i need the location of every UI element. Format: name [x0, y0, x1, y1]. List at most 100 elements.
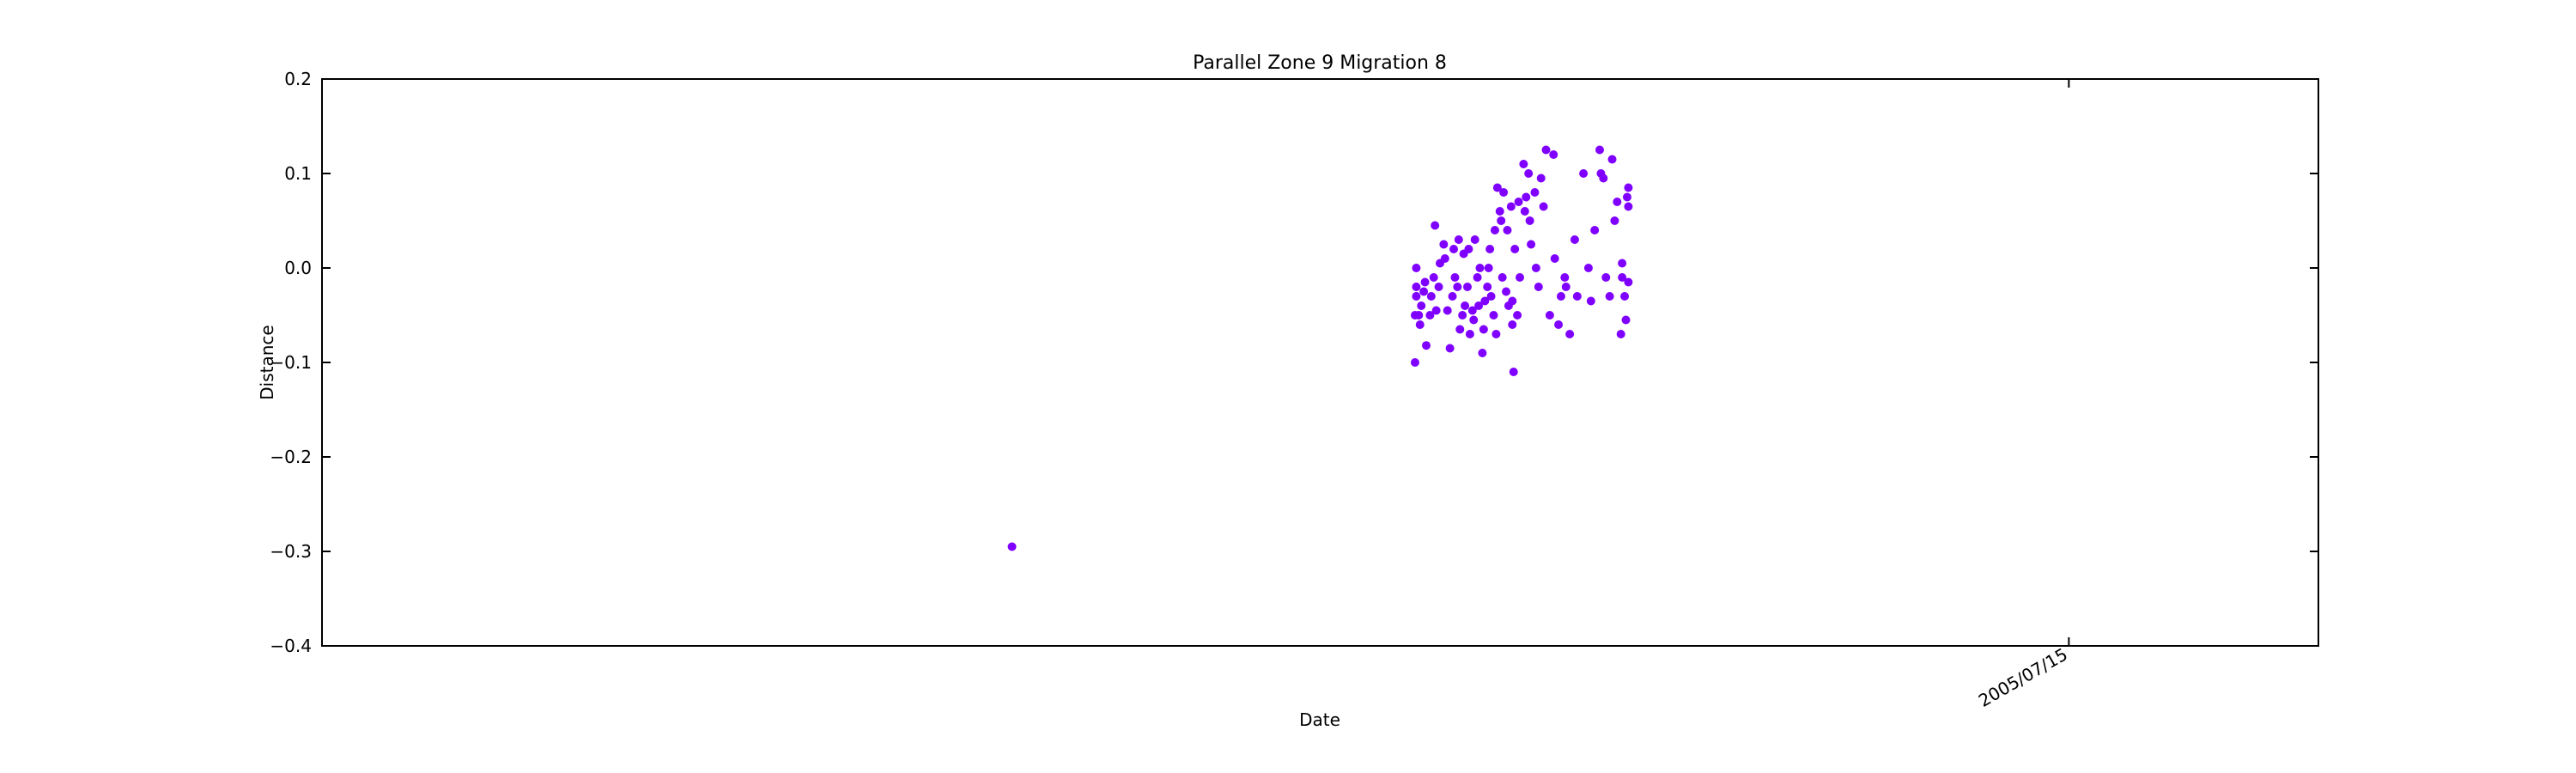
- scatter-point: [1541, 145, 1551, 155]
- scatter-point: [1536, 173, 1546, 183]
- scatter-point: [1410, 358, 1419, 367]
- chart-title: Parallel Zone 9 Migration 8: [1193, 52, 1447, 74]
- scatter-point: [1499, 188, 1509, 197]
- scatter-point: [1497, 216, 1506, 225]
- scatter-point: [1510, 245, 1520, 253]
- scatter-point: [1431, 306, 1441, 315]
- y-tick-label: −0.3: [270, 541, 312, 562]
- scatter-point: [1520, 207, 1529, 216]
- scatter-point: [1479, 325, 1488, 334]
- x-tick-label: 2005/07/15: [1975, 644, 2071, 711]
- scatter-point: [1527, 240, 1536, 249]
- scatter-point: [1473, 273, 1482, 282]
- scatter-point: [1439, 240, 1449, 249]
- y-tick-label: 0.1: [284, 163, 312, 184]
- scatter-point: [1618, 259, 1627, 268]
- scatter-point: [1624, 277, 1633, 287]
- scatter-point: [1426, 292, 1436, 301]
- scatter-point: [1417, 301, 1426, 310]
- scatter-point: [1429, 273, 1438, 282]
- scatter-point: [1484, 264, 1493, 272]
- scatter-point: [1486, 292, 1496, 301]
- scatter-point: [1464, 245, 1473, 253]
- scatter-point: [1480, 296, 1490, 306]
- scatter-point: [1422, 341, 1431, 350]
- scatter-point: [1474, 301, 1484, 310]
- scatter-point: [1412, 264, 1421, 272]
- y-tick-label: −0.1: [270, 352, 312, 373]
- plot-frame: [321, 78, 2319, 647]
- scatter-point: [1475, 264, 1485, 272]
- scatter-point: [1508, 320, 1517, 329]
- scatter-point: [1613, 198, 1622, 206]
- scatter-point: [1498, 273, 1507, 282]
- scatter-point: [1621, 315, 1631, 325]
- scatter-point: [1522, 192, 1531, 202]
- scatter-point: [1453, 283, 1462, 291]
- scatter-point: [1595, 145, 1604, 155]
- y-tick-label: 0.0: [284, 258, 312, 278]
- scatter-point: [1461, 301, 1470, 310]
- scatter-point: [1550, 254, 1559, 263]
- scatter-point: [1455, 325, 1465, 334]
- scatter-point: [1445, 344, 1455, 353]
- scatter-point: [1502, 287, 1511, 296]
- scatter-point: [1607, 155, 1617, 164]
- scatter-point: [1601, 273, 1611, 282]
- scatter-point: [1440, 254, 1449, 263]
- scatter-point: [1425, 311, 1435, 320]
- scatter-point: [1586, 296, 1595, 306]
- scatter-point: [1570, 235, 1579, 244]
- scatter-point: [1495, 207, 1504, 216]
- scatter-point: [1534, 283, 1543, 291]
- x-axis-label: Date: [1299, 709, 1340, 730]
- scatter-point: [1561, 283, 1571, 291]
- scatter-point: [1506, 202, 1516, 211]
- scatter-point: [1420, 277, 1430, 287]
- scatter-point: [1508, 296, 1517, 306]
- scatter-point: [1513, 311, 1522, 320]
- scatter-point: [1467, 306, 1477, 315]
- y-axis-label: Distance: [257, 325, 277, 399]
- scatter-point: [1616, 330, 1625, 338]
- scatter-point: [1412, 283, 1421, 291]
- y-tick-label: 0.2: [284, 69, 312, 89]
- scatter-point: [1583, 264, 1593, 272]
- scatter-point: [1545, 311, 1554, 320]
- scatter-point: [1560, 273, 1570, 282]
- scatter-point: [1449, 245, 1458, 253]
- scatter-point: [1624, 183, 1633, 192]
- scatter-point: [1490, 226, 1499, 234]
- y-tick-label: −0.2: [270, 447, 312, 467]
- scatter-point: [1624, 202, 1633, 211]
- scatter-point: [1605, 292, 1614, 301]
- scatter-point: [1465, 330, 1474, 338]
- scatter-point: [1572, 292, 1582, 301]
- scatter-point: [1610, 216, 1619, 225]
- scatter-point: [1478, 349, 1487, 357]
- scatter-point: [1525, 216, 1534, 225]
- scatter-point: [1007, 542, 1017, 551]
- scatter-point: [1590, 226, 1600, 234]
- scatter-point: [1483, 283, 1492, 291]
- scatter-point: [1579, 169, 1589, 178]
- scatter-point: [1514, 198, 1523, 206]
- scatter-point: [1462, 283, 1472, 291]
- scatter-point: [1454, 235, 1463, 244]
- scatter-point: [1620, 292, 1630, 301]
- scatter-point: [1431, 221, 1440, 230]
- scatter-point: [1519, 160, 1528, 168]
- scatter-point: [1530, 188, 1540, 197]
- scatter-point: [1539, 202, 1548, 211]
- y-tick-label: −0.4: [270, 636, 312, 656]
- scatter-point: [1549, 150, 1558, 159]
- scatter-point: [1458, 311, 1467, 320]
- scatter-point: [1509, 368, 1518, 376]
- scatter-point: [1415, 320, 1425, 329]
- scatter-point: [1470, 235, 1479, 244]
- scatter-point: [1554, 320, 1564, 329]
- scatter-point: [1516, 273, 1524, 282]
- scatter-point: [1599, 173, 1608, 183]
